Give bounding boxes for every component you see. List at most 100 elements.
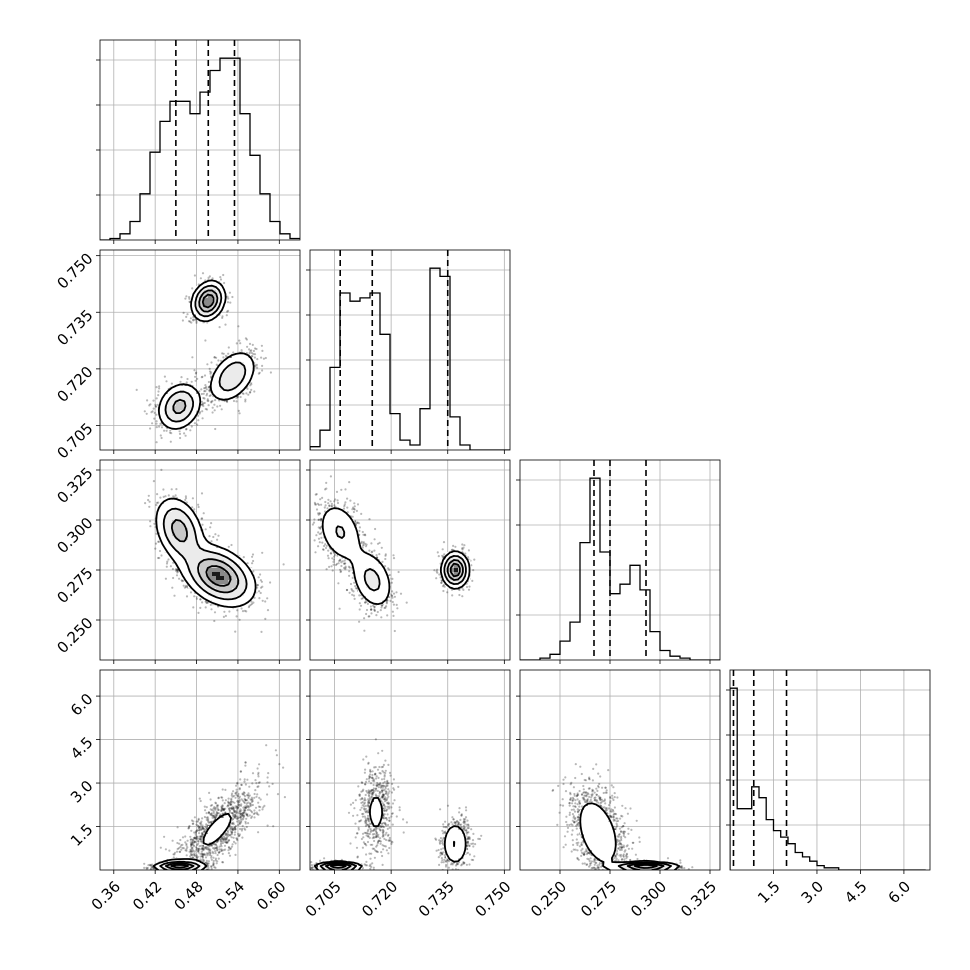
scatter-point — [153, 411, 156, 414]
density-cell — [176, 548, 181, 553]
scatter-point — [222, 839, 225, 843]
density-cell — [232, 390, 237, 395]
density-cell — [338, 528, 343, 533]
scatter-point — [259, 798, 262, 801]
scatter-point — [209, 603, 212, 607]
scatter-point — [215, 846, 218, 850]
scatter-point — [378, 553, 381, 556]
density-cell — [342, 536, 347, 541]
density-cell — [216, 394, 221, 399]
scatter-point — [276, 793, 280, 796]
scatter-point — [472, 569, 475, 572]
scatter-point — [282, 563, 285, 566]
scatter-point — [387, 795, 390, 798]
density-cell — [168, 512, 173, 517]
scatter-point — [466, 848, 469, 851]
density-cell — [220, 298, 225, 303]
scatter-point — [185, 844, 188, 847]
scatter-point — [201, 517, 204, 520]
density-cell — [208, 572, 213, 577]
scatter-point — [207, 864, 210, 868]
scatter-point — [397, 570, 400, 574]
density-cell — [184, 504, 189, 509]
scatter-point — [201, 403, 204, 406]
scatter-point — [183, 432, 186, 435]
scatter-point — [319, 518, 322, 521]
scatter-point — [233, 809, 236, 812]
scatter-point — [216, 807, 219, 810]
density-cell — [454, 556, 459, 561]
panels-layer — [96, 39, 931, 874]
scatter-point — [324, 500, 327, 504]
scatter-point — [201, 855, 204, 858]
scatter-point — [225, 841, 228, 845]
density-cell — [450, 552, 455, 557]
scatter-point — [198, 390, 201, 393]
scatter-point — [235, 788, 238, 791]
scatter-point — [155, 532, 158, 535]
scatter-point — [324, 543, 327, 546]
scatter-point — [190, 380, 193, 383]
scatter-point — [204, 853, 207, 856]
density-cell — [184, 556, 189, 561]
scatter-point — [360, 781, 363, 784]
scatter-point — [209, 798, 212, 801]
scatter-point — [238, 810, 241, 813]
scatter-point — [362, 541, 365, 544]
density-cell — [184, 858, 189, 863]
scatter-point — [317, 545, 320, 548]
density-cell — [342, 520, 347, 525]
scatter-point — [184, 497, 188, 500]
scatter-point — [165, 380, 168, 383]
histogram-panel-1 — [306, 249, 511, 454]
scatter-point — [201, 403, 204, 406]
density-cell — [192, 298, 197, 303]
density-cell — [228, 378, 233, 383]
scatter-point — [323, 544, 326, 548]
scatter-point — [381, 784, 384, 787]
scatter-point — [352, 506, 355, 509]
scatter-point — [366, 840, 370, 844]
density-cell — [354, 548, 359, 553]
density-cell — [200, 306, 205, 311]
scatter-point — [275, 754, 278, 757]
scatter-point — [314, 493, 317, 496]
density-cell — [458, 564, 463, 569]
scatter-point — [184, 835, 187, 838]
scatter-point — [189, 591, 193, 594]
scatter-point — [333, 500, 336, 503]
density-cell — [382, 580, 387, 585]
scatter-point — [333, 504, 336, 507]
scatter-point — [377, 835, 380, 839]
scatter-point — [348, 566, 351, 569]
density-cell — [354, 572, 359, 577]
scatter-point — [197, 850, 200, 853]
density-cell — [168, 544, 173, 549]
scatter-point — [223, 836, 226, 840]
scatter-point — [243, 809, 247, 812]
scatter-point — [220, 807, 223, 810]
scatter-point — [266, 793, 269, 796]
density-cell — [362, 580, 367, 585]
scatter-point — [198, 822, 202, 825]
scatter-point — [235, 815, 238, 818]
scatter-point — [368, 518, 371, 521]
scatter-point — [375, 845, 378, 848]
scatter-point — [369, 867, 372, 870]
scatter-point — [356, 855, 359, 858]
scatter-point — [383, 798, 386, 801]
scatter-point — [445, 859, 449, 862]
scatter-point — [364, 601, 367, 604]
scatter-point — [216, 808, 220, 812]
scatter-points — [143, 744, 286, 870]
density-cell — [244, 378, 249, 383]
scatter-point — [260, 586, 263, 589]
scatter-point — [468, 844, 471, 848]
density-cell — [224, 596, 229, 601]
scatter-point — [386, 614, 389, 617]
scatter-point — [213, 866, 216, 869]
scatter-point — [236, 808, 239, 811]
scatter-point — [231, 831, 234, 834]
density-cell — [180, 528, 185, 533]
scatter-point — [193, 850, 196, 853]
